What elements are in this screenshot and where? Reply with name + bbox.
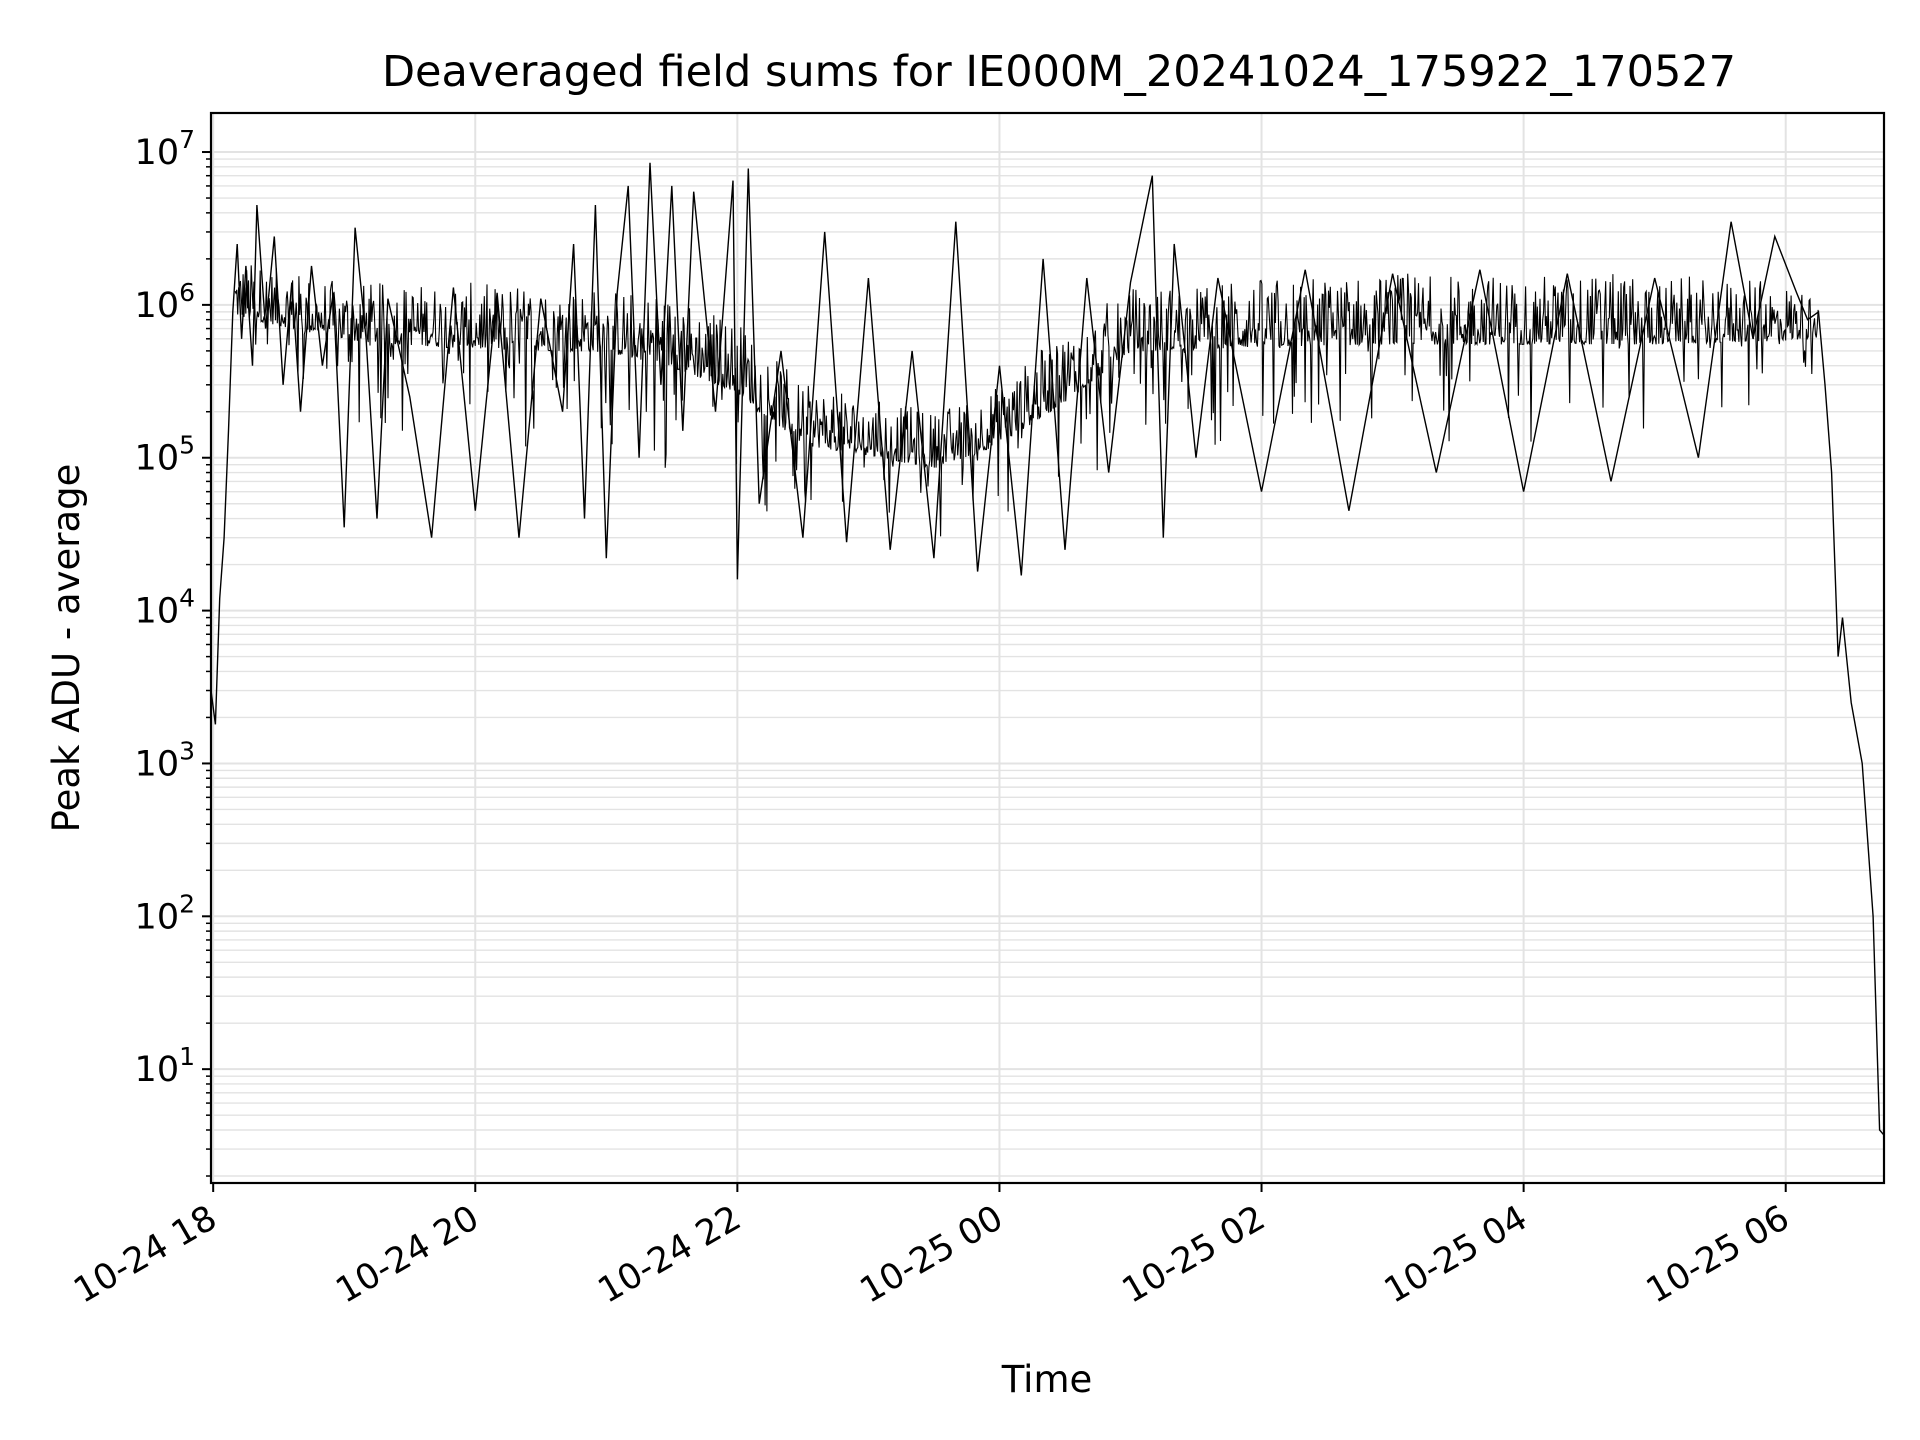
y-tick-exponent: 2 — [179, 889, 195, 918]
y-tick-label: 105 — [135, 431, 195, 479]
y-tick-label: 101 — [135, 1042, 195, 1090]
y-tick-base: 10 — [135, 744, 180, 784]
y-axis-label: Peak ADU - average — [45, 464, 88, 833]
y-tick-exponent: 4 — [179, 584, 195, 613]
grid-minor — [211, 158, 1884, 1177]
series-layer — [210, 162, 1885, 1136]
y-tick-label: 106 — [135, 278, 195, 326]
y-tick-label: 104 — [135, 584, 195, 632]
y-tick-label: 103 — [135, 736, 195, 784]
y-tick-label: 107 — [135, 125, 195, 173]
y-tick-label: 102 — [135, 889, 195, 937]
series-band — [234, 265, 1819, 537]
y-tick-exponent: 7 — [179, 125, 195, 154]
y-tick-exponent: 3 — [179, 736, 195, 765]
y-tick-base: 10 — [135, 592, 180, 632]
y-tick-exponent: 5 — [179, 431, 195, 460]
chart-title: Deaveraged field sums for IE000M_2024102… — [382, 47, 1736, 97]
y-tick-exponent: 1 — [179, 1042, 195, 1071]
x-axis-label: Time — [1001, 1358, 1093, 1401]
y-tick-base: 10 — [135, 897, 180, 937]
plot-frame — [209, 111, 1886, 1185]
series-line — [210, 162, 1885, 1136]
y-tick-base: 10 — [135, 133, 180, 173]
y-tick-base: 10 — [135, 1050, 180, 1090]
y-tick-base: 10 — [135, 439, 180, 479]
y-tick-base: 10 — [135, 286, 180, 326]
y-tick-exponent: 6 — [179, 278, 195, 307]
